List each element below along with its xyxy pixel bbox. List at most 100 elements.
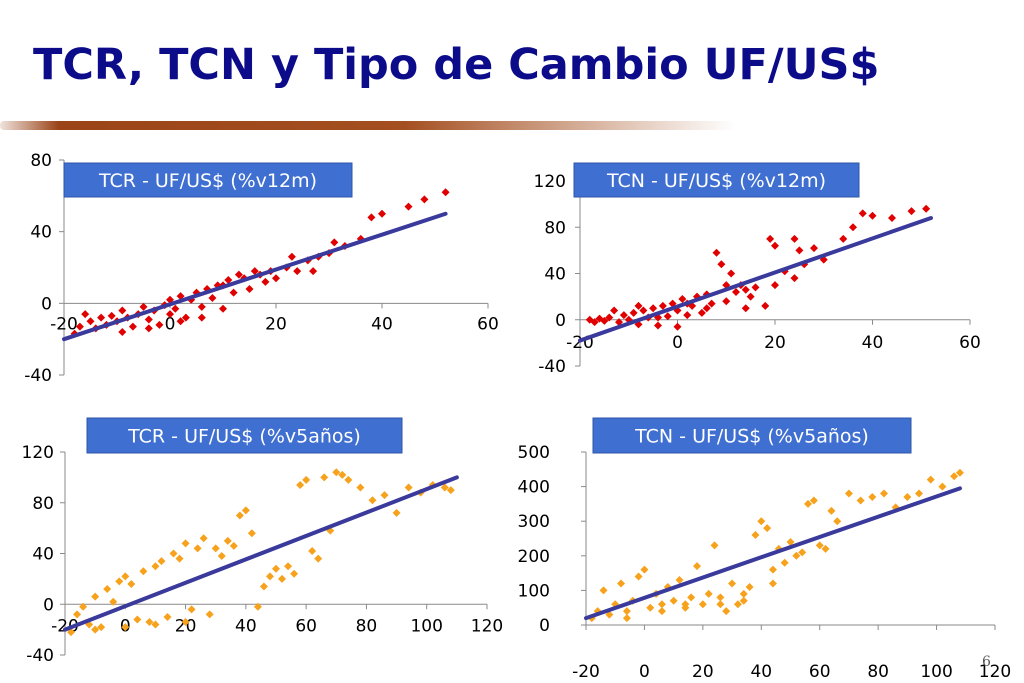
- tcr5-y-tick-label: 80: [32, 494, 54, 514]
- tcn12-point: [590, 318, 599, 327]
- tcn5-x-tick-label: 20: [692, 662, 714, 682]
- tcn5-y-tick-label: 0: [539, 616, 550, 636]
- tcr5-point: [109, 597, 118, 606]
- tcr5-point: [121, 623, 130, 632]
- tcr5-x-tick-label: 60: [295, 616, 317, 636]
- tcn5-point: [745, 582, 754, 591]
- tcn12-point: [849, 223, 857, 232]
- tcn12-point: [629, 308, 638, 317]
- tcr12-x-tick-label: 60: [477, 314, 499, 334]
- tcr5-point: [199, 534, 208, 543]
- tcr5-point: [332, 468, 341, 477]
- tcn12-y-tick-label: 40: [544, 265, 566, 285]
- tcr5-point: [91, 592, 100, 601]
- tcr12-point: [107, 311, 116, 320]
- tcr12-point: [171, 304, 180, 313]
- tcn5-point: [739, 589, 748, 598]
- tcn12-point: [751, 283, 760, 292]
- tcn12-point: [858, 209, 867, 218]
- tcr5-x-tick-label: 80: [356, 616, 378, 636]
- tcr5-point: [338, 470, 347, 479]
- tcn5-point: [640, 565, 649, 574]
- tcr5-point: [290, 569, 299, 578]
- tcn12-y-tick-label: 120: [534, 172, 566, 192]
- tcr5-trend-line: [63, 475, 459, 632]
- tcn5-point: [646, 603, 655, 612]
- tcn5-x-tick-label: -20: [572, 662, 600, 682]
- tcn12-x-tick-label: 20: [764, 333, 786, 353]
- tcr12-point: [229, 288, 238, 297]
- tcn5-x-tick-label: 100: [920, 662, 952, 682]
- tcr12-point: [118, 328, 127, 336]
- tcn5-point: [868, 492, 877, 501]
- tcn5-point: [763, 524, 772, 533]
- tcn12-point: [907, 207, 916, 216]
- tcn5-point: [698, 600, 707, 609]
- tcr5-x-tick-label: 40: [235, 616, 257, 636]
- tcn12-point: [610, 306, 619, 315]
- tcr5-point: [193, 544, 202, 553]
- tcn5-trend-line: [584, 486, 962, 621]
- tcr5-point: [296, 480, 305, 489]
- tcr5-point: [151, 620, 160, 629]
- tcn5-point: [827, 506, 836, 515]
- tcr12-y-tick-label: 80: [30, 151, 52, 171]
- tcn5-point: [815, 541, 824, 550]
- tcn12-point: [678, 294, 687, 303]
- tcn12-point: [654, 321, 662, 330]
- tcn12-y-tick-label: 0: [555, 311, 566, 331]
- tcr12-point: [128, 322, 137, 331]
- tcn5-point: [722, 607, 731, 616]
- tcn12-point: [673, 322, 682, 331]
- tcr5-point: [121, 572, 130, 581]
- tcn5-point: [669, 596, 678, 605]
- tcn12-y-tick-label: 80: [544, 218, 566, 238]
- tcn12-point: [810, 244, 818, 253]
- tcn5-point: [704, 589, 713, 598]
- tcr12-point: [197, 313, 206, 322]
- tcr12-trend-line: [62, 211, 448, 342]
- tcr5-x-tick-label: 100: [410, 616, 442, 636]
- tcr12-x-tick-label: 20: [265, 314, 287, 334]
- tcr5-point: [229, 541, 238, 550]
- tcn12-x-tick-label: 60: [959, 333, 981, 353]
- tcr12-point: [81, 310, 90, 319]
- tcr5-y-tick-label: 0: [43, 595, 54, 615]
- tcr5-point: [145, 618, 154, 627]
- tcr5-y-tick-label: 120: [22, 443, 54, 463]
- tcn5-point: [728, 579, 737, 588]
- tcr5-y-tick-label: -40: [26, 646, 54, 666]
- tcn5-chart-title: TCN - UF/US$ (%v5años): [634, 426, 869, 448]
- tcn5-point: [681, 600, 690, 609]
- tcr5-point: [175, 554, 184, 563]
- tcr5-point: [302, 475, 311, 484]
- tcn12-trend-line: [578, 216, 933, 343]
- tcr12-x-tick-label: 40: [371, 314, 393, 334]
- tcr5-point: [380, 491, 389, 500]
- tcn5-point: [768, 565, 777, 574]
- tcn5-point: [926, 475, 935, 484]
- tcr5-x-tick-label: 20: [175, 616, 197, 636]
- tcr5-point: [151, 562, 160, 571]
- tcn12-point: [658, 301, 667, 310]
- tcn12-point: [839, 234, 848, 243]
- tcn12-label-box: [573, 162, 860, 198]
- tcn5-point: [657, 600, 666, 609]
- tcr5-point: [392, 508, 401, 517]
- tcr12-y-tick-label: 40: [30, 223, 52, 243]
- tcn12-point: [790, 234, 799, 243]
- tcr5-point: [73, 610, 82, 619]
- tcn12-point: [707, 299, 716, 308]
- title-underline: [0, 121, 735, 130]
- tcn5-point: [751, 531, 760, 540]
- tcr5-point: [79, 602, 88, 611]
- tcn5-x-tick-label: 120: [979, 662, 1011, 682]
- tcr12-point: [176, 317, 185, 326]
- tcr12-point: [330, 238, 339, 247]
- tcn5-x-tick-label: 60: [809, 662, 831, 682]
- tcn5-point: [739, 596, 748, 605]
- tcr5-point: [169, 549, 178, 558]
- tcn5-point: [657, 607, 666, 616]
- tcr5-point: [446, 486, 455, 495]
- tcr12-point: [144, 315, 153, 324]
